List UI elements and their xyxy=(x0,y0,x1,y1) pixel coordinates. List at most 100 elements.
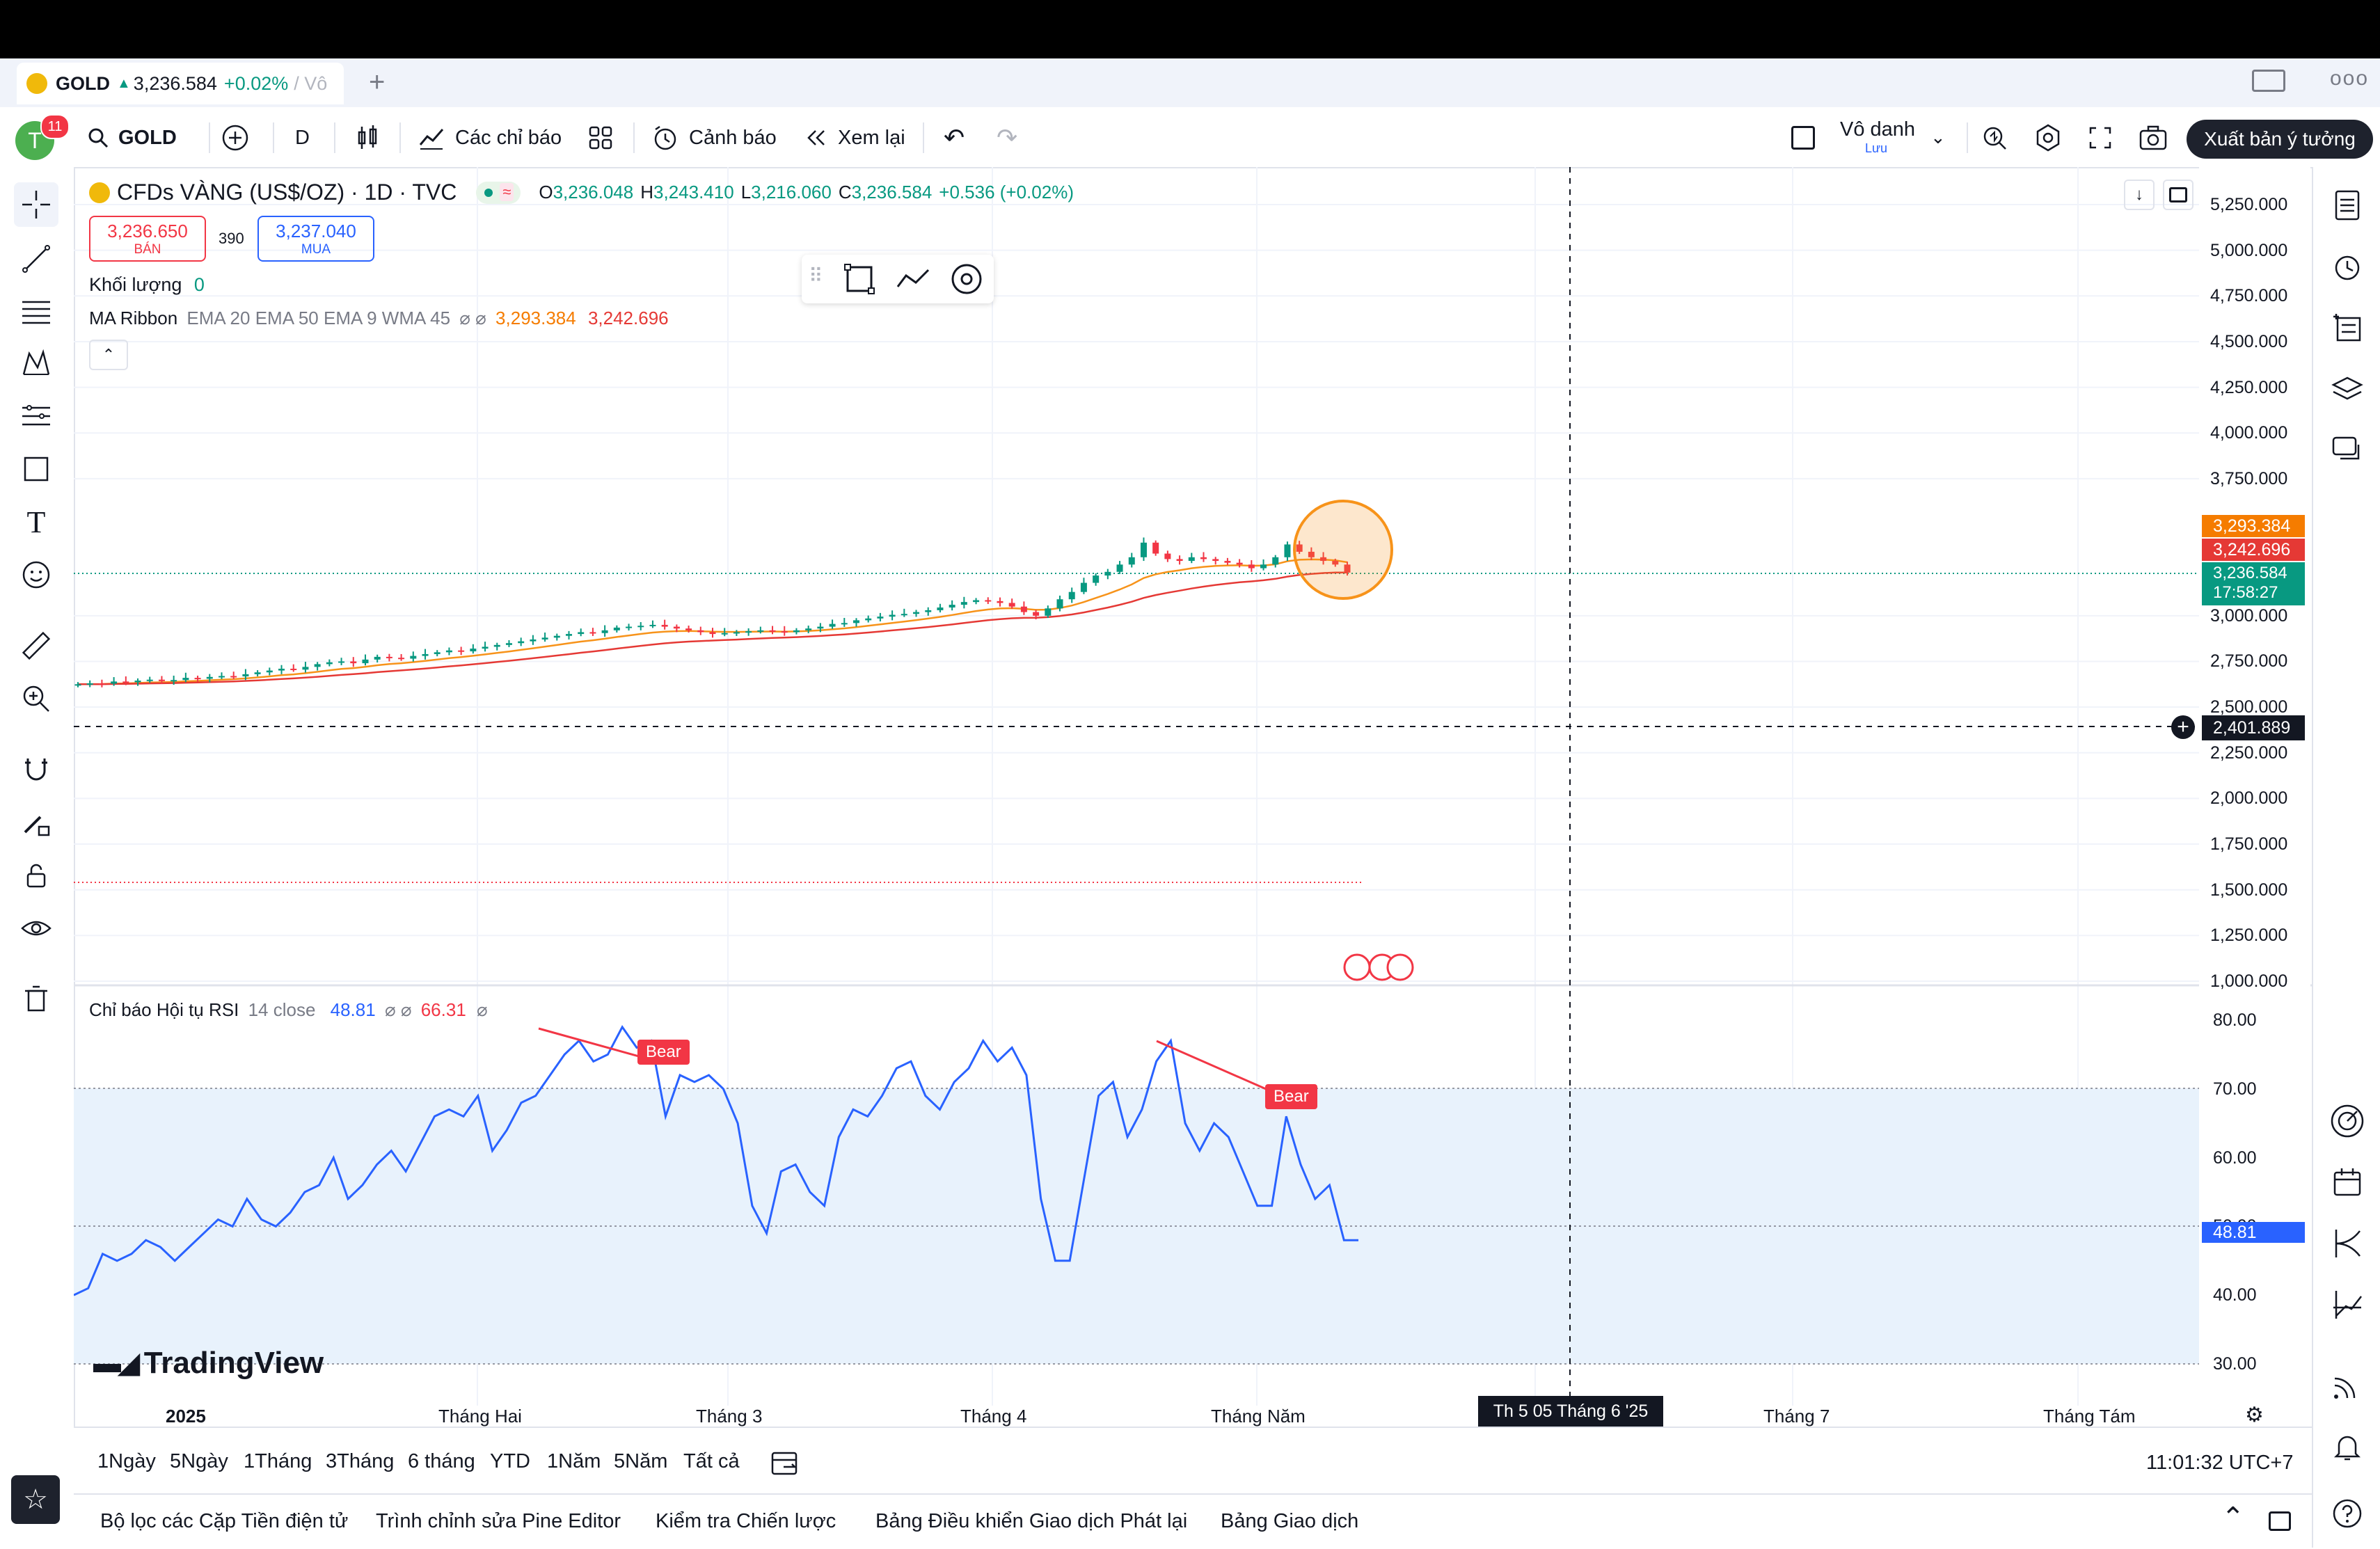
sell-button[interactable]: 3,236.650 BÁN xyxy=(89,216,206,262)
volume-legend[interactable]: Khối lượng 0 xyxy=(89,274,205,296)
alerts-label: Cảnh báo xyxy=(689,126,777,149)
range-button[interactable]: Tất cả xyxy=(683,1450,740,1472)
range-button[interactable]: 5Ngày xyxy=(170,1450,228,1472)
replay-button[interactable]: Xem lại xyxy=(803,118,905,157)
trend-line-tool[interactable] xyxy=(14,237,58,281)
footer-tab[interactable]: Trình chỉnh sửa Pine Editor xyxy=(376,1510,621,1532)
candle xyxy=(230,672,237,680)
templates-button[interactable] xyxy=(587,118,614,157)
buy-button[interactable]: 3,237.040 MUA xyxy=(257,216,374,262)
help-button[interactable] xyxy=(2323,1489,2372,1538)
notifications-button[interactable] xyxy=(2323,1422,2372,1471)
event-flags[interactable] xyxy=(1343,953,1414,981)
pattern-tool[interactable] xyxy=(14,341,58,386)
footer-tab[interactable]: Kiểm tra Chiến lược xyxy=(656,1510,836,1532)
footer-tab[interactable]: Bộ lọc các Cặp Tiền điện tử xyxy=(100,1510,349,1532)
interval-button[interactable]: D xyxy=(295,118,310,157)
chart-canvas[interactable] xyxy=(74,167,2312,1427)
chevron-down-icon[interactable]: ⌄ xyxy=(1930,127,1946,148)
forecast-tool[interactable] xyxy=(14,394,58,438)
watchlist-star-button[interactable]: ☆ xyxy=(11,1475,60,1524)
indicators-button[interactable]: Các chỉ báo xyxy=(418,118,562,157)
emoji-tool[interactable] xyxy=(14,553,58,597)
redo-button[interactable]: ↷ xyxy=(997,118,1017,157)
notification-badge: 11 xyxy=(40,114,70,139)
alerts-panel-button[interactable] xyxy=(2323,242,2372,291)
floating-rectangle-button[interactable] xyxy=(842,262,877,300)
notification-count: 11 xyxy=(47,118,63,134)
chart-type-button[interactable] xyxy=(354,118,381,157)
range-button[interactable]: 5Năm xyxy=(614,1450,668,1472)
dom-button[interactable] xyxy=(2323,1097,2372,1145)
alerts-button[interactable]: Cảnh báo xyxy=(651,118,777,157)
range-button[interactable]: 1Năm xyxy=(547,1450,601,1472)
price-scale[interactable]: 5,250.000 5,000.000 4,750.000 4,500.000 4,25… xyxy=(2199,167,2310,1427)
compare-button[interactable] xyxy=(221,118,249,157)
clock-display[interactable]: 11:01:32 UTC+7 xyxy=(2146,1452,2293,1475)
fib-tool[interactable] xyxy=(14,289,58,334)
new-tab-icon[interactable]: + xyxy=(369,67,386,97)
layers-button[interactable] xyxy=(2323,365,2372,413)
time-axis-settings-icon[interactable]: ⚙ xyxy=(2245,1404,2264,1427)
footer-tab[interactable]: Bảng Điều khiển Giao dịch Phát lại xyxy=(875,1510,1188,1532)
draw-mode-tool[interactable] xyxy=(14,800,58,845)
sell-price: 3,236.650 xyxy=(107,220,188,241)
maximize-pane-button[interactable] xyxy=(2163,180,2193,210)
object-tree-button[interactable] xyxy=(2323,303,2372,352)
delete-tool[interactable] xyxy=(14,977,58,1022)
ma-ribbon-legend[interactable]: MA Ribbon EMA 20 EMA 50 EMA 9 WMA 45 ⌀ ⌀… xyxy=(89,308,669,329)
chat-button[interactable] xyxy=(2323,426,2372,475)
bear-label-2-text: Bear xyxy=(1274,1087,1309,1106)
measure-tool[interactable] xyxy=(14,623,58,668)
drag-handle-icon[interactable]: ⠿ xyxy=(809,265,823,287)
lock-tool[interactable] xyxy=(14,853,58,898)
magnet-tool[interactable] xyxy=(14,747,58,792)
shape-tool[interactable] xyxy=(14,447,58,491)
settings-button[interactable] xyxy=(2033,118,2063,157)
maximize-footer-icon[interactable] xyxy=(2269,1511,2291,1531)
magnet-icon xyxy=(25,758,47,781)
range-button[interactable]: 1Tháng xyxy=(244,1450,312,1472)
rsi-legend[interactable]: Chỉ báo Hội tụ RSI 14 close 48.81 ⌀ ⌀ 66… xyxy=(89,999,488,1021)
legend-title[interactable]: CFDs VÀNG (US$/OZ) · 1D · TVC xyxy=(117,180,457,205)
zoom-tool[interactable] xyxy=(14,676,58,721)
market-status-icon[interactable]: ≈ xyxy=(476,181,521,204)
floating-settings-button[interactable] xyxy=(949,262,984,300)
publish-button[interactable]: Xuất bản ý tưởng xyxy=(2187,120,2373,159)
range-button[interactable]: 6 tháng xyxy=(408,1450,475,1472)
undo-button[interactable]: ↶ xyxy=(944,118,965,157)
candle xyxy=(1008,598,1015,609)
strategy-button[interactable] xyxy=(2323,1280,2372,1329)
crosshair-tool[interactable] xyxy=(14,182,58,227)
more-icon[interactable]: ooo xyxy=(2330,67,2370,90)
layout-name-button[interactable]: Vô danh Lưu xyxy=(1840,118,1951,160)
options-button[interactable] xyxy=(2323,1219,2372,1268)
symbol-search-button[interactable]: GOLD xyxy=(86,118,177,157)
scroll-down-button[interactable]: ↓ xyxy=(2124,180,2155,210)
visibility-tool[interactable] xyxy=(14,906,58,951)
date-range-button[interactable] xyxy=(770,1447,800,1482)
range-button[interactable]: 3Tháng xyxy=(326,1450,395,1472)
footer-tab[interactable]: Bảng Giao dịch xyxy=(1221,1510,1359,1532)
signal-button[interactable] xyxy=(2323,1361,2372,1410)
cursor-price-plus-icon[interactable]: + xyxy=(2171,715,2195,739)
monitor-icon[interactable] xyxy=(2252,70,2285,92)
candle xyxy=(218,672,225,679)
star-icon: ☆ xyxy=(23,1484,48,1515)
chevron-up-footer-icon[interactable]: ⌃ xyxy=(2221,1502,2245,1533)
quick-search-button[interactable] xyxy=(1981,118,2008,157)
candle xyxy=(649,620,656,628)
range-button[interactable]: YTD xyxy=(490,1450,530,1472)
range-button[interactable]: 1Ngày xyxy=(97,1450,156,1472)
text-tool[interactable]: T xyxy=(14,500,58,544)
chart-tab[interactable]: GOLD ▲ 3,236.584 +0.02% / Vô xyxy=(17,63,344,104)
interval-label: D xyxy=(295,126,310,149)
candle xyxy=(1248,559,1255,572)
floating-path-button[interactable] xyxy=(895,262,933,300)
calendar-button[interactable] xyxy=(2323,1158,2372,1207)
watchlist-button[interactable] xyxy=(2323,181,2372,230)
layout-button[interactable] xyxy=(1791,118,1815,157)
snapshot-button[interactable] xyxy=(2138,118,2168,157)
collapse-legend-button[interactable]: ⌃ xyxy=(89,340,128,370)
fullscreen-button[interactable] xyxy=(2086,118,2114,157)
